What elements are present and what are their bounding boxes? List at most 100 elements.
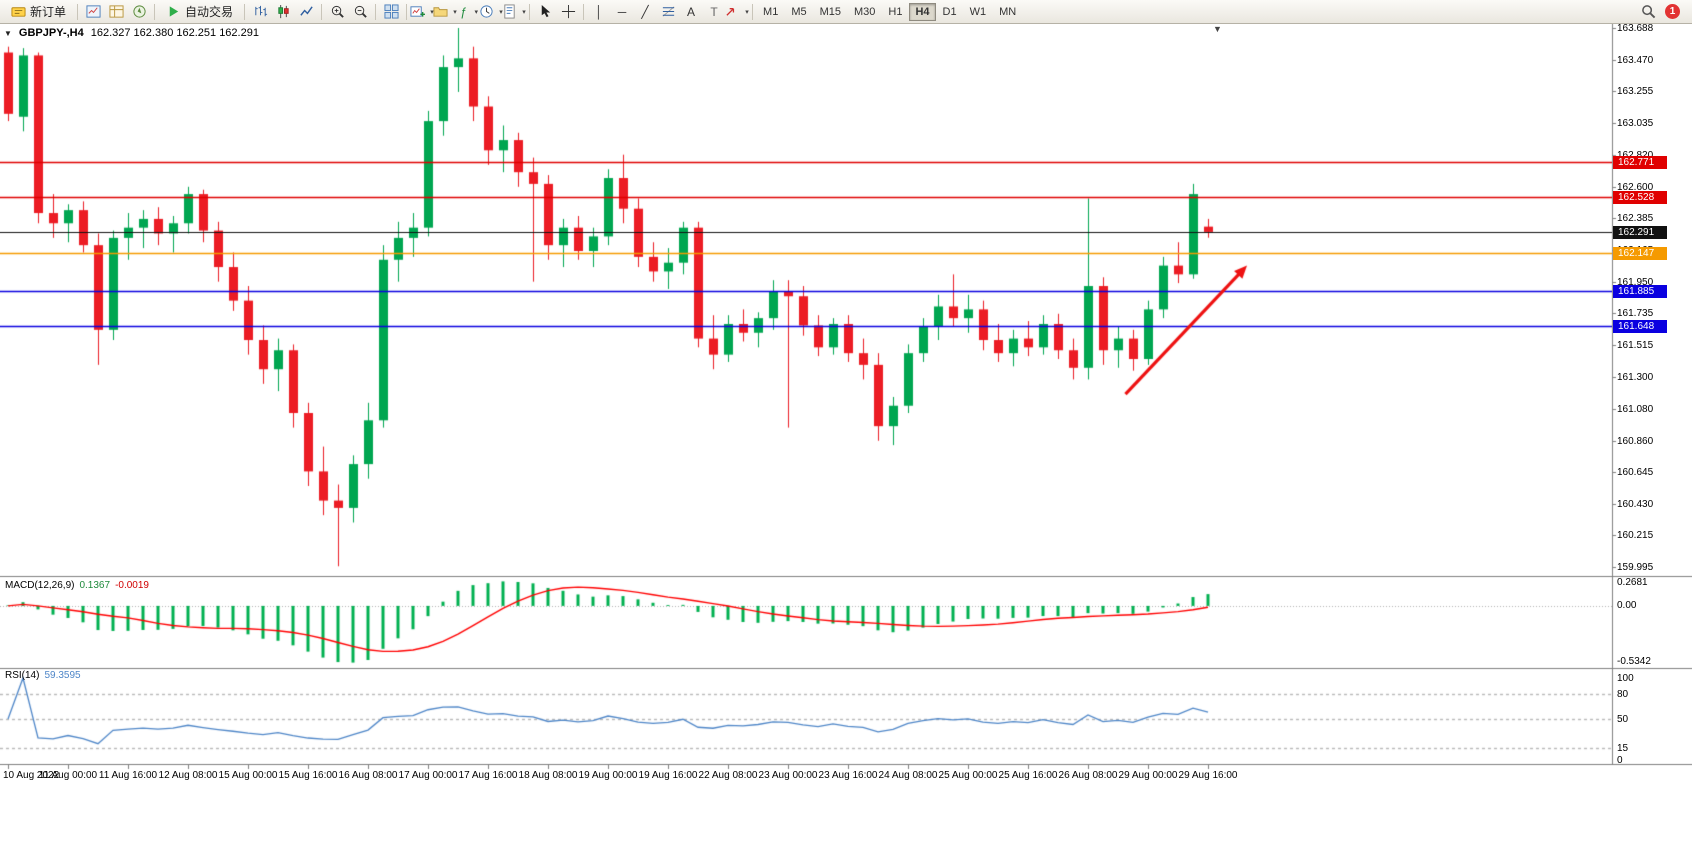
templates-icon[interactable]: ▾ [502, 2, 526, 22]
profiles-icon[interactable]: ▾ [433, 2, 457, 22]
one-click-trading-icon[interactable]: ▼ [4, 29, 12, 38]
line-chart-icon[interactable] [295, 2, 317, 22]
notification-badge[interactable]: 1 [1665, 4, 1680, 19]
templates-icon [502, 4, 517, 19]
price-tag-162.528[interactable]: 162.528 [1613, 191, 1667, 204]
tile-windows-icon [384, 4, 399, 19]
timeframe-button-m30[interactable]: M30 [848, 3, 881, 21]
price-tag-162.771[interactable]: 162.771 [1613, 156, 1667, 169]
rsi-level-label: 15 [1617, 742, 1629, 754]
timeframe-button-h4[interactable]: H4 [909, 2, 936, 21]
time-axis-label: 23 Aug 00:00 [758, 770, 818, 781]
rsi-level-label: 50 [1617, 714, 1629, 725]
dropdown-caret-icon: ▾ [499, 8, 503, 16]
indicators-icon: ƒ [460, 4, 468, 19]
trendline-icon: ╱ [641, 4, 649, 19]
vertical-line-icon[interactable]: │ [588, 2, 610, 22]
time-axis-label: 18 Aug 08:00 [518, 770, 578, 781]
market-watch-icon[interactable] [82, 2, 104, 22]
arrows-icon[interactable]: ▾ [725, 2, 749, 22]
price-tag-162.291[interactable]: 162.291 [1613, 226, 1667, 239]
price-axis-label: 163.255 [1617, 86, 1654, 98]
timeframe-button-w1[interactable]: W1 [964, 3, 993, 21]
zoom-in-icon [330, 4, 345, 19]
price-tag-161.648[interactable]: 161.648 [1613, 320, 1667, 333]
macd-signal-value: -0.0019 [115, 580, 149, 591]
macd-axis-min: -0.5342 [1617, 656, 1651, 667]
toolbar-separator [77, 3, 79, 20]
chart-shift-marker[interactable]: ▼ [1213, 24, 1222, 34]
new-chart-icon[interactable]: ▾ [410, 2, 434, 22]
timeframe-button-h1[interactable]: H1 [882, 3, 908, 21]
macd-main-value: 0.1367 [79, 580, 111, 591]
horizontal-line-icon[interactable]: ─ [611, 2, 633, 22]
new-chart-icon [410, 4, 426, 19]
macd-indicator-label: MACD(12,26,9) 0.1367 -0.0019 [5, 580, 149, 591]
text-icon[interactable]: A [680, 2, 702, 22]
dropdown-caret-icon: ▾ [453, 8, 457, 16]
price-tag-161.885[interactable]: 161.885 [1613, 285, 1667, 298]
chart-title: ▼ GBPJPY-,H4 162.327 162.380 162.251 162… [4, 27, 259, 39]
play-icon [166, 4, 181, 19]
timeframe-button-m5[interactable]: M5 [785, 3, 812, 21]
vertical-line-icon: │ [595, 4, 603, 19]
navigator-icon [132, 4, 147, 19]
price-axis-label: 162.820 [1617, 150, 1653, 161]
text-label-icon[interactable]: T [703, 2, 725, 22]
time-axis-label: 17 Aug 16:00 [458, 770, 518, 781]
indicators-icon[interactable]: ƒ ▾ [457, 2, 479, 22]
rsi-name: RSI(14) [5, 670, 40, 681]
time-axis-label: 15 Aug 16:00 [278, 770, 338, 781]
cursor-icon [538, 4, 553, 19]
cursor-icon[interactable] [534, 2, 556, 22]
time-axis-label: 29 Aug 00:00 [1118, 770, 1178, 781]
timeframe-button-mn[interactable]: MN [993, 3, 1022, 21]
text-icon: A [687, 4, 696, 19]
timeframe-button-d1[interactable]: D1 [937, 3, 963, 21]
candlestick-chart-icon[interactable] [272, 2, 294, 22]
price-axis-label: 162.600 [1617, 181, 1654, 193]
zoom-in-icon[interactable] [326, 2, 348, 22]
toolbar-separator [583, 3, 585, 20]
price-axis-label: 163.470 [1617, 54, 1654, 66]
autotrading-button[interactable]: 自动交易 [159, 2, 240, 22]
time-axis-label: 19 Aug 16:00 [638, 770, 698, 781]
periods-icon[interactable]: ▾ [479, 2, 503, 22]
fibonacci-icon[interactable] [657, 2, 679, 22]
data-window-icon[interactable] [105, 2, 127, 22]
dropdown-caret-icon: ▾ [474, 8, 479, 16]
search-icon[interactable] [1641, 4, 1656, 19]
text-label-icon: T [710, 4, 718, 19]
arrows-icon [725, 4, 740, 19]
time-axis-label: 12 Aug 08:00 [158, 770, 218, 781]
crosshair-icon[interactable] [557, 2, 579, 22]
tile-windows-icon[interactable] [380, 2, 402, 22]
time-axis-label: 15 Aug 00:00 [218, 770, 278, 781]
macd-name: MACD(12,26,9) [5, 580, 75, 591]
price-axis[interactable] [1613, 24, 1692, 764]
navigator-icon[interactable] [128, 2, 150, 22]
market-watch-icon [85, 4, 101, 19]
macd-axis-max: 0.2681 [1617, 577, 1648, 588]
trendline-icon[interactable]: ╱ [634, 2, 656, 22]
macd-axis-zero: 0.00 [1617, 599, 1637, 611]
rsi-level-label: 0 [1617, 755, 1623, 766]
periods-icon [479, 4, 494, 19]
toolbar-separator [375, 3, 377, 20]
time-axis-label: 11 Aug 00:00 [38, 770, 98, 781]
ticket-icon [11, 4, 26, 19]
line-chart-icon [299, 4, 314, 19]
price-chart-canvas[interactable] [0, 24, 1692, 847]
price-axis-label: 161.950 [1617, 276, 1654, 288]
bar-chart-icon[interactable] [249, 2, 271, 22]
dropdown-caret-icon: ▾ [430, 8, 434, 16]
data-window-icon [108, 4, 124, 19]
price-tag-162.147[interactable]: 162.147 [1613, 247, 1667, 260]
price-axis-label: 161.735 [1617, 308, 1654, 320]
toolbar-right: 1 [1641, 4, 1688, 19]
timeframe-button-m15[interactable]: M15 [814, 3, 847, 21]
timeframe-button-m1[interactable]: M1 [757, 3, 784, 21]
chart-ohlc-values: 162.327 162.380 162.251 162.291 [90, 27, 259, 39]
new-order-button[interactable]: 新订单 [4, 2, 73, 22]
zoom-out-icon[interactable] [349, 2, 371, 22]
